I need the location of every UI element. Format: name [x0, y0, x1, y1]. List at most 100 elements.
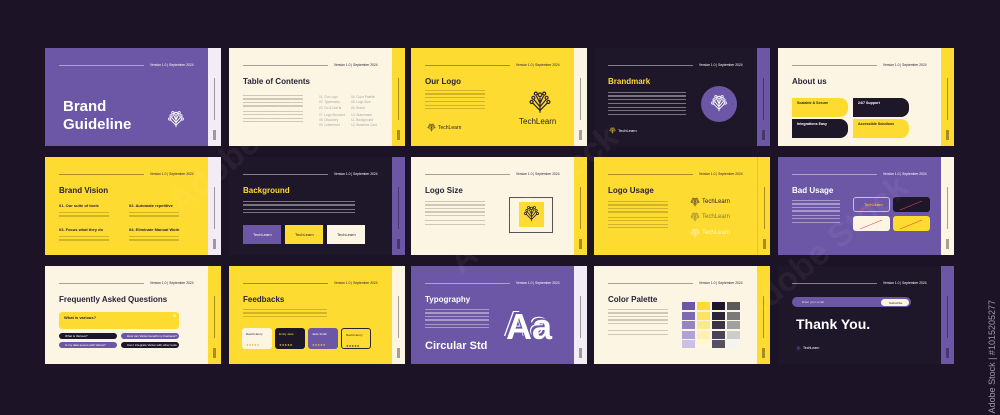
slide-our-logo[interactable]: Version 1.0 | September 2024 Our Logo Te…	[411, 48, 587, 146]
color-swatch	[697, 311, 710, 320]
slide-bad-usage[interactable]: Version 1.0 | September 2024 Bad Usage T…	[778, 157, 954, 255]
strike-lines	[859, 200, 923, 230]
bad-usage-example	[893, 197, 930, 212]
about-card: Integrations Easy	[792, 119, 848, 138]
feedback-card: David Henry ★★★★★	[341, 328, 371, 349]
color-swatch	[697, 340, 710, 348]
slide-title: Typography	[425, 295, 471, 304]
slide-brandmark[interactable]: Version 1.0 | September 2024 Brandmark T…	[594, 48, 770, 146]
type-sample: Aa	[506, 306, 553, 347]
faq-item[interactable]: What is Various?	[59, 333, 117, 339]
version-label: Version 1.0 | September 2024	[516, 172, 560, 176]
color-swatch	[682, 302, 695, 310]
slide-title: Feedbacks	[243, 295, 285, 304]
slide-title: Our Logo	[425, 77, 461, 86]
slide-feedbacks[interactable]: Version 1.0 | September 2024 Feedbacks D…	[229, 266, 405, 364]
color-swatch	[727, 311, 740, 320]
slide-logo-size[interactable]: Version 1.0 | September 2024 Logo Size	[411, 157, 587, 255]
divider	[59, 65, 144, 66]
vision-item: 04. Eliminate Manual Work	[129, 227, 180, 232]
color-swatch	[712, 330, 725, 339]
slide-about-us[interactable]: Version 1.0 | September 2024 About us Sc…	[778, 48, 954, 146]
version-label: Version 1.0 | September 2024	[699, 63, 743, 67]
color-swatch	[712, 302, 725, 310]
cover-title: Brand Guideline	[63, 98, 132, 133]
bad-usage-example	[893, 216, 930, 231]
subscribe-button[interactable]: Subscribe	[881, 298, 909, 306]
slide-brand-vision[interactable]: Version 1.0 | September 2024 Brand Visio…	[45, 157, 221, 255]
version-label: Version 1.0 | September 2024	[334, 281, 378, 285]
slide-table-of-contents[interactable]: Version 1.0 | September 2024 Table of Co…	[229, 48, 405, 146]
tree-icon	[710, 94, 728, 112]
slide-title: Logo Size	[425, 186, 463, 195]
version-label: Version 1.0 | September 2024	[699, 281, 743, 285]
color-swatch	[727, 340, 740, 348]
color-swatch	[682, 321, 695, 329]
slide-title: Color Palette	[608, 295, 658, 304]
version-label: Version 1.0 | September 2024	[150, 172, 194, 176]
slide-background[interactable]: Version 1.0 | September 2024 Background …	[229, 157, 405, 255]
slide-title: About us	[792, 77, 827, 86]
toc-col-1: 01. Our Logo 02. Typemarks 03. Do & Don'ts…	[319, 95, 346, 128]
slide-title: Brand Vision	[59, 186, 109, 195]
vision-item: 03. Focus what they do	[59, 227, 104, 232]
slide-cover[interactable]: Version 1.0 | September 2024 Brand Guidel…	[45, 48, 221, 146]
logo-usage-mid: TechLearn	[702, 214, 731, 220]
color-swatch	[682, 311, 695, 320]
bad-usage-example	[853, 216, 890, 231]
feedback-card: Emily Jade ★★★★★	[275, 328, 305, 349]
faq-item[interactable]: Can I integrate Varius with other tools	[121, 342, 179, 348]
brand-wordmark-large: TechLearn	[519, 117, 557, 126]
tree-icon	[523, 205, 540, 222]
version-label: Version 1.0 | September 2024	[883, 172, 927, 176]
slide-thank-you[interactable]: Version 1.0 | September 2024 Enter your …	[778, 266, 954, 364]
slide-title: Frequently Asked Questions	[59, 295, 168, 304]
feedback-card: David Henry ★★★★★	[242, 328, 272, 349]
vision-item: 01. Our suite of tools	[59, 203, 99, 208]
faq-item[interactable]: Is my data secure with Varius?	[59, 342, 117, 348]
feedback-card: Jade Smith ★★★★★	[308, 328, 338, 349]
slide-typography[interactable]: Version 1.0 | September 2024 Typography …	[411, 266, 587, 364]
brand-wordmark: TechLearn	[438, 125, 462, 131]
logo-variant-purple: TechLearn	[243, 225, 281, 244]
logo-usage-light: TechLearn	[702, 230, 731, 236]
version-label: Version 1.0 | September 2024	[334, 172, 378, 176]
tree-icon	[427, 123, 436, 132]
faq-open-item[interactable]: What is various? ⊗	[59, 312, 179, 329]
slide-faq[interactable]: Version 1.0 | September 2024 Frequently …	[45, 266, 221, 364]
brand-wordmark: TechLearn	[618, 128, 637, 133]
version-label: Version 1.0 | September 2024	[883, 63, 927, 67]
about-card: Accessible Solutions	[853, 119, 909, 138]
email-field[interactable]: Enter your email Subscribe	[792, 297, 911, 307]
logo-variant-cream: TechLearn	[327, 225, 365, 244]
slide-logo-usage[interactable]: Version 1.0 | September 2024 Logo Usage …	[594, 157, 770, 255]
slide-title: Brandmark	[608, 77, 651, 86]
logo-usage-dark: TechLearn	[702, 199, 731, 205]
faq-item[interactable]: How can Varius benefit my business?	[121, 333, 179, 339]
logo-clearspace-grid	[509, 197, 553, 233]
version-label: Version 1.0 | September 2024	[334, 63, 378, 67]
logo-variant-yellow: TechLearn	[285, 225, 323, 244]
color-swatch	[697, 330, 710, 339]
color-swatch	[697, 321, 710, 329]
side-watermark: Adobe Stock | #1015205277	[987, 300, 997, 414]
brand-wordmark: TechLearn	[803, 346, 820, 350]
color-swatch	[712, 311, 725, 320]
color-swatch	[712, 321, 725, 329]
slide-title: Logo Usage	[608, 186, 654, 195]
color-swatch	[727, 330, 740, 339]
techlearn-tree-icon	[167, 110, 185, 128]
color-swatch	[697, 302, 710, 310]
tree-icon	[528, 90, 552, 114]
version-label: Version 1.0 | September 2024	[150, 63, 194, 67]
slide-title: Bad Usage	[792, 186, 834, 195]
color-swatch	[712, 340, 725, 348]
brandmark-circle	[701, 86, 737, 122]
tree-icon	[609, 127, 616, 134]
vision-item: 02. Automate repetitive	[129, 203, 173, 208]
font-name: Circular Std	[425, 340, 488, 352]
about-card: Scalable & Secure	[792, 98, 848, 117]
color-swatch	[727, 302, 740, 310]
tree-icon	[796, 346, 801, 351]
slide-color-palette[interactable]: Version 1.0 | September 2024 Color Palet…	[594, 266, 770, 364]
